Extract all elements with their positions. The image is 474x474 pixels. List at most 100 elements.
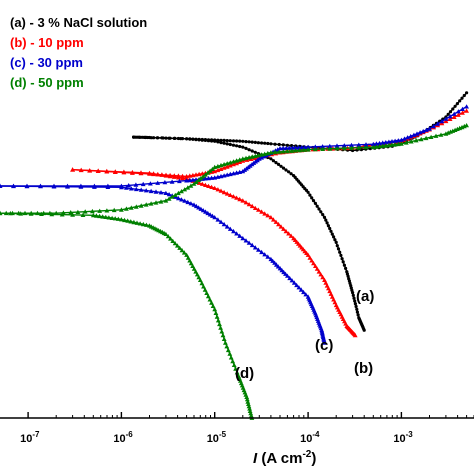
legend-entry-c: (c) - 30 ppm <box>10 55 83 70</box>
series-2-cathodic-point <box>240 198 246 203</box>
series-2-cathodic-point <box>155 172 161 177</box>
series-4-cathodic-point <box>193 269 199 274</box>
series-1-cathodic-point <box>346 274 350 278</box>
series-3-anodic-point <box>405 135 410 140</box>
series-3-anodic-point <box>140 181 146 187</box>
series-3-anodic-point <box>259 155 264 160</box>
series-4-anodic-point <box>423 135 429 141</box>
series-3-cathodic-point <box>265 254 271 259</box>
series-3-anodic-point <box>334 143 340 148</box>
series-3-cathodic-point <box>11 183 16 189</box>
series-1-cathodic-point <box>330 232 334 236</box>
series-4-cathodic-point <box>196 274 202 280</box>
series-3-cathodic-point <box>78 184 84 189</box>
series-3-cathodic-point <box>198 206 204 211</box>
series-4-cathodic-point <box>248 411 254 416</box>
series-3-cathodic-point <box>133 186 139 192</box>
series-2-cathodic-point <box>318 272 324 277</box>
series-2-cathodic-point <box>234 195 239 200</box>
series-1-anodic-point <box>228 139 232 143</box>
series-3-anodic-point <box>356 142 362 147</box>
series-1-cathodic-point <box>328 226 332 231</box>
series-3-cathodic-point <box>51 184 57 189</box>
series-2-cathodic-point <box>171 174 177 179</box>
series-1-cathodic-point <box>235 144 239 148</box>
series-1-cathodic-point <box>238 144 242 149</box>
series-4-cathodic-point <box>227 351 233 356</box>
series-4-anodic-point <box>163 198 169 203</box>
series-2-cathodic-point <box>104 168 110 174</box>
series-2-cathodic-point <box>215 187 221 192</box>
series-2-anodic-point <box>234 160 239 166</box>
series-2-cathodic-point <box>95 168 101 173</box>
series-4-cathodic-point <box>213 310 219 315</box>
series-1-cathodic-point <box>333 238 337 242</box>
series-1-cathodic-point <box>289 172 293 176</box>
series-3-cathodic-point <box>291 280 297 285</box>
series-2-cathodic-point <box>203 182 208 187</box>
series-2-cathodic-point <box>268 215 274 220</box>
series-3-cathodic-point <box>262 252 268 257</box>
series-1-cathodic-point <box>326 224 330 228</box>
series-2-cathodic-point <box>206 183 211 188</box>
series-4-anodic-point <box>297 147 303 153</box>
series-4-cathodic-point <box>97 213 102 219</box>
series-3-cathodic-point <box>294 282 299 288</box>
series-2-cathodic-point <box>159 172 165 177</box>
series-3-cathodic-point <box>227 226 233 231</box>
series-3-anodic-point <box>299 145 305 150</box>
series-1-anodic-point <box>451 107 455 111</box>
series-1-cathodic-point <box>281 166 286 170</box>
series-4-cathodic-point <box>90 212 96 218</box>
series-3-anodic-point <box>277 146 283 151</box>
series-4-anodic-point <box>403 140 409 145</box>
series-1-anodic-point <box>225 139 229 143</box>
series-4-anodic-point <box>399 141 404 146</box>
series-4-anodic-point <box>289 148 294 153</box>
series-4-anodic-point <box>293 148 299 153</box>
series-4-cathodic-point <box>109 215 115 220</box>
series-3-anodic-point <box>464 104 469 109</box>
series-2-cathodic-point <box>163 173 169 178</box>
series-4-cathodic-point <box>179 247 185 253</box>
series-4-anodic-point <box>305 147 311 152</box>
legend-entry-b: (b) - 10 ppm <box>10 35 84 50</box>
series-1-cathodic-point <box>213 139 217 143</box>
series-4-anodic-point <box>312 147 318 152</box>
series-3-anodic-point <box>256 156 262 161</box>
series-4-anodic-point <box>179 189 184 194</box>
series-4-anodic-point <box>341 145 347 151</box>
series-3-anodic-point <box>305 144 311 150</box>
series-2-cathodic-point <box>243 200 249 205</box>
series-3-anodic-point <box>286 145 292 150</box>
series-4-anodic-point <box>153 200 159 205</box>
series-3-cathodic-point <box>124 185 129 190</box>
series-1-cathodic-point <box>222 141 226 145</box>
series-4-cathodic-point <box>214 314 220 319</box>
series-4-cathodic-point <box>221 336 227 341</box>
series-4-cathodic-point <box>248 413 254 418</box>
series-1-anodic-point <box>458 99 462 103</box>
series-3-cathodic-point <box>212 215 218 220</box>
series-1-anodic-point <box>244 140 248 144</box>
series-2-cathodic-point <box>305 252 311 257</box>
series-1-cathodic-point <box>191 137 195 141</box>
series-4-anodic-point <box>301 147 307 152</box>
series-4-cathodic-point <box>230 358 236 364</box>
series-1-anodic-point <box>285 143 289 147</box>
series-1-cathodic-point <box>332 235 336 239</box>
series-3-anodic-point <box>312 144 318 149</box>
series-3-anodic-point <box>456 109 461 114</box>
series-3-anodic-point <box>435 121 441 126</box>
series-1-cathodic-point <box>329 229 333 233</box>
series-2-anodic-point <box>456 112 461 117</box>
series-4-cathodic-point <box>245 399 251 404</box>
series-1-cathodic-point <box>344 266 348 270</box>
series-1-cathodic-point <box>354 304 358 309</box>
series-4-cathodic-point <box>187 258 193 263</box>
series-1-anodic-point <box>219 138 223 142</box>
series-4-cathodic-point <box>172 241 178 246</box>
series-4-cathodic-point <box>106 215 112 220</box>
series-3-cathodic-point <box>256 247 261 252</box>
series-3-anodic-point <box>155 180 161 185</box>
